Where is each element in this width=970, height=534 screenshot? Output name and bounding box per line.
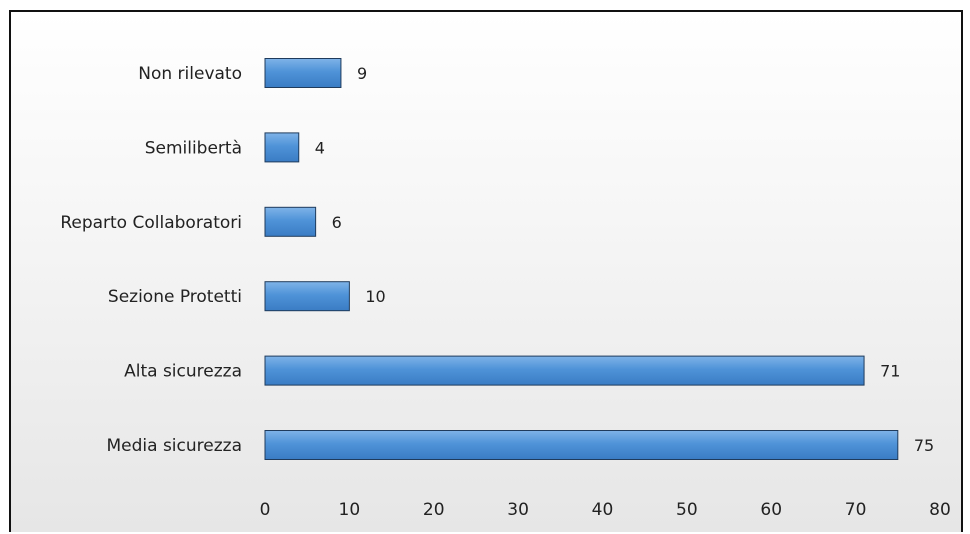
x-axis-ticks: 0 10 20 30 40 50 60 70 80 [260,500,951,520]
category-label-sezione-protetti: Sezione Protetti [108,287,242,307]
x-tick-label-30: 30 [507,500,529,520]
bar-media-sicurezza [264,430,899,460]
bars-group [264,58,899,460]
value-label-media-sicurezza: 75 [914,436,934,455]
category-label-semiliberta: Semilibertà [145,138,242,158]
category-label-media-sicurezza: Media sicurezza [106,436,242,456]
x-tick-label-20: 20 [423,500,445,520]
category-label-non-rilevato: Non rilevato [138,64,242,84]
bar-sezione-protetti [264,281,350,312]
bar-reparto-collaboratori [264,206,317,237]
bar-non-rilevato [264,58,342,88]
bar-semiliberta [264,132,300,163]
bar-alta-sicurezza [264,355,865,386]
value-label-alta-sicurezza: 71 [880,362,900,381]
category-label-alta-sicurezza: Alta sicurezza [124,362,242,382]
x-tick-label-0: 0 [260,500,271,520]
category-labels: Non rilevato Semilibertà Reparto Collabora… [60,64,242,456]
value-label-non-rilevato: 9 [357,64,367,83]
x-tick-label-50: 50 [676,500,698,520]
x-tick-label-70: 70 [845,500,867,520]
value-label-reparto-collaboratori: 6 [332,213,342,232]
value-labels: 9 4 6 10 71 75 [315,64,934,455]
category-label-reparto-collaboratori: Reparto Collaboratori [60,213,242,233]
x-tick-label-10: 10 [339,500,361,520]
x-tick-label-60: 60 [760,500,782,520]
x-tick-label-80: 80 [929,500,951,520]
value-label-semiliberta: 4 [315,138,325,157]
value-label-sezione-protetti: 10 [365,287,385,306]
x-tick-label-40: 40 [592,500,614,520]
